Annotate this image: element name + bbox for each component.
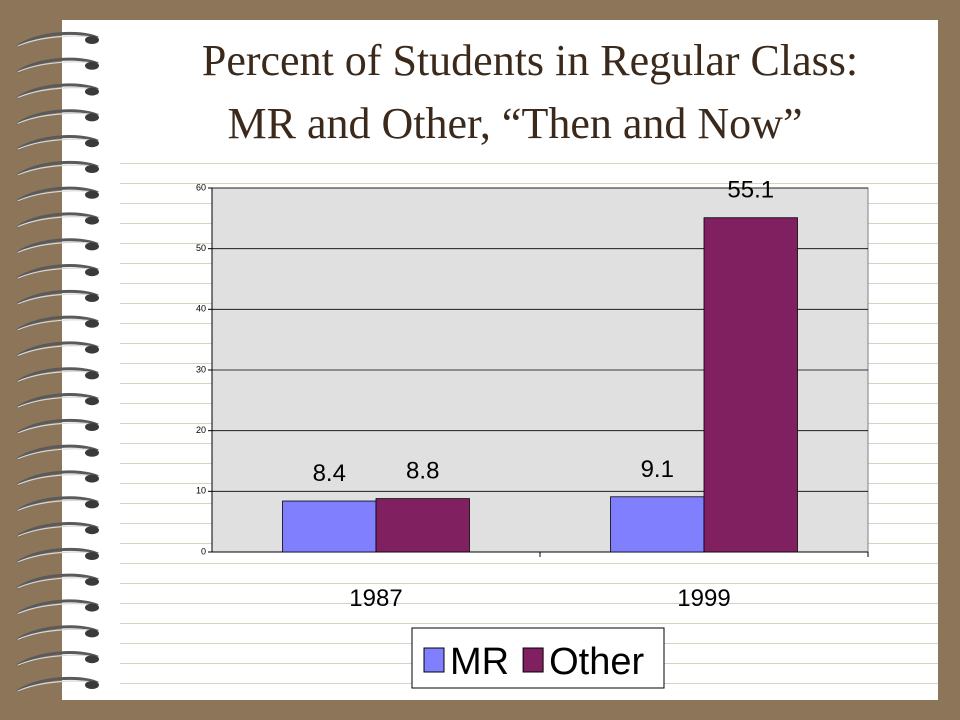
y-tick-label: 50	[196, 243, 206, 253]
ring-hole	[85, 216, 99, 225]
ring	[17, 651, 99, 667]
ring	[17, 676, 99, 693]
ring	[17, 238, 99, 254]
ring-hole	[85, 165, 99, 173]
ring	[17, 31, 99, 48]
legend-swatch	[522, 647, 544, 673]
ring-hole	[85, 190, 99, 199]
ring-hole	[85, 139, 99, 148]
ring	[17, 160, 99, 177]
y-tick-label: 10	[196, 486, 206, 496]
ring-hole	[85, 655, 99, 664]
ring-hole	[85, 268, 99, 277]
title-line: MR and Other, “Then and Now”	[228, 99, 803, 148]
legend-swatch	[423, 647, 445, 673]
y-tick-label: 60	[196, 182, 206, 192]
ring-hole	[85, 61, 99, 70]
bar	[282, 500, 377, 553]
title-line: Percent of Students in Regular Class:	[202, 36, 858, 85]
ring-hole	[85, 526, 99, 535]
ring	[17, 625, 99, 641]
ring-hole	[85, 36, 99, 44]
x-tick-label: 1999	[677, 585, 730, 612]
y-tick-label: 20	[196, 425, 206, 435]
ring	[17, 315, 99, 332]
ring	[17, 212, 99, 228]
ring-hole	[85, 629, 99, 638]
ring-hole	[85, 474, 99, 483]
ring	[17, 109, 99, 125]
value-label: 8.4	[313, 460, 346, 487]
y-tick-label: 0	[201, 546, 206, 556]
ring	[17, 599, 99, 615]
ring	[17, 186, 99, 203]
ring-hole	[85, 87, 99, 96]
ring	[17, 57, 99, 74]
ring	[17, 444, 99, 461]
ring-hole	[85, 423, 99, 431]
value-label: 8.8	[406, 458, 439, 485]
ring-hole	[85, 448, 99, 457]
ring	[17, 367, 99, 383]
legend-label: MR	[450, 641, 509, 683]
ring-hole	[85, 681, 99, 689]
y-tick-label: 40	[196, 304, 206, 314]
ring-hole	[85, 371, 99, 380]
ring	[17, 289, 99, 306]
ring	[17, 341, 99, 357]
ring-hole	[85, 577, 99, 586]
ring-hole	[85, 552, 99, 560]
ring	[17, 83, 99, 99]
y-tick-label: 30	[196, 364, 206, 374]
bar	[375, 498, 470, 553]
value-label: 9.1	[641, 456, 674, 483]
ring-hole	[85, 500, 99, 509]
ring	[17, 135, 99, 151]
spiral-binding	[17, 31, 99, 693]
x-tick-label: 1987	[349, 585, 402, 612]
ring	[17, 573, 99, 590]
ring-hole	[85, 603, 99, 612]
ring	[17, 418, 99, 435]
chart: 0 10 20 30 40 50 60 1987 8.4 8.8 1999 9.1 55.1	[196, 177, 869, 612]
ring	[17, 470, 99, 486]
ring	[17, 522, 99, 538]
ring-hole	[85, 113, 99, 122]
bar	[703, 217, 798, 553]
ring	[17, 264, 99, 280]
value-label: 55.1	[727, 177, 774, 204]
ring-hole	[85, 345, 99, 354]
ring-hole	[85, 397, 99, 406]
ring	[17, 496, 99, 512]
legend-label: Other	[549, 641, 644, 683]
ring-hole	[85, 319, 99, 328]
ring	[17, 547, 99, 564]
bar	[610, 496, 705, 553]
ring-hole	[85, 294, 99, 302]
ring-hole	[85, 242, 99, 251]
ring	[17, 393, 99, 409]
